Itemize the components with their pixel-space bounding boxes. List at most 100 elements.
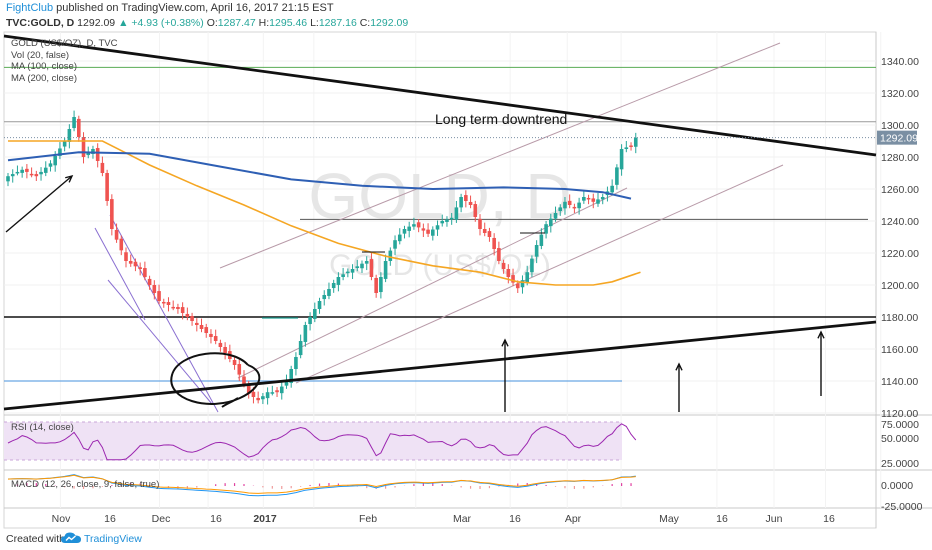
candle-body[interactable] <box>67 129 72 142</box>
candle-body[interactable] <box>171 306 175 309</box>
candle-body[interactable] <box>265 392 270 399</box>
candle-body[interactable] <box>459 197 463 208</box>
candle-body[interactable] <box>412 224 416 227</box>
candle-body[interactable] <box>166 302 171 305</box>
candle-body[interactable] <box>6 176 10 182</box>
candle-body[interactable] <box>364 261 369 264</box>
candle-body[interactable] <box>497 248 501 261</box>
candle-body[interactable] <box>114 229 119 240</box>
candle-body[interactable] <box>426 229 430 234</box>
candle-body[interactable] <box>492 237 496 249</box>
candle-body[interactable] <box>482 229 487 233</box>
candle-body[interactable] <box>558 207 563 212</box>
candle-body[interactable] <box>553 213 558 219</box>
tradingview-brand[interactable]: TradingView <box>84 533 142 545</box>
candle-body[interactable] <box>195 322 199 325</box>
candle-body[interactable] <box>190 316 194 321</box>
candle-body[interactable] <box>520 280 525 288</box>
candle-body[interactable] <box>218 342 223 347</box>
candle-body[interactable] <box>223 347 227 353</box>
candle-body[interactable] <box>402 229 407 234</box>
candle-body[interactable] <box>95 148 100 161</box>
candle-body[interactable] <box>563 201 567 209</box>
candle-body[interactable] <box>610 185 614 193</box>
candle-body[interactable] <box>600 197 605 200</box>
candle-body[interactable] <box>615 167 619 185</box>
candle-body[interactable] <box>511 275 515 283</box>
candle-body[interactable] <box>440 221 445 224</box>
candle-body[interactable] <box>110 199 114 229</box>
candle-body[interactable] <box>445 219 449 222</box>
legend-rsi[interactable]: RSI (14, close) <box>11 422 74 433</box>
candle-body[interactable] <box>294 357 298 369</box>
candle-body[interactable] <box>369 259 374 277</box>
legend-ma100[interactable]: MA (100, close) <box>11 61 77 72</box>
candle-body[interactable] <box>298 341 303 356</box>
candle-body[interactable] <box>572 206 577 209</box>
candle-body[interactable] <box>624 147 629 149</box>
candle-body[interactable] <box>124 252 128 261</box>
candle-body[interactable] <box>34 174 39 177</box>
candle-body[interactable] <box>421 228 426 231</box>
candle-body[interactable] <box>577 202 581 209</box>
candle-body[interactable] <box>157 291 161 301</box>
candle-body[interactable] <box>209 333 213 337</box>
candle-body[interactable] <box>251 391 256 397</box>
candle-body[interactable] <box>62 141 67 147</box>
candle-body[interactable] <box>530 258 534 273</box>
candle-body[interactable] <box>161 301 166 304</box>
candle-body[interactable] <box>128 261 133 264</box>
candle-body[interactable] <box>397 234 402 242</box>
candle-body[interactable] <box>435 225 440 230</box>
candle-body[interactable] <box>303 325 308 342</box>
candle-body[interactable] <box>147 278 152 285</box>
candle-body[interactable] <box>185 313 190 317</box>
legend-vol[interactable]: Vol (20, false) <box>11 49 70 61</box>
candle-body[interactable] <box>308 317 312 325</box>
candle-body[interactable] <box>633 137 638 147</box>
candle-body[interactable] <box>10 174 15 177</box>
candle-body[interactable] <box>567 200 572 205</box>
candle-body[interactable] <box>138 267 142 269</box>
candle-body[interactable] <box>100 162 105 173</box>
candle-body[interactable] <box>180 307 185 313</box>
candle-body[interactable] <box>544 224 548 234</box>
candle-body[interactable] <box>322 295 327 300</box>
candle-body[interactable] <box>582 197 586 201</box>
candle-body[interactable] <box>341 274 345 277</box>
candle-body[interactable] <box>246 384 251 394</box>
candle-body[interactable] <box>284 381 289 386</box>
candle-body[interactable] <box>152 285 157 293</box>
candle-body[interactable] <box>374 277 378 293</box>
candle-body[interactable] <box>242 376 246 385</box>
candle-body[interactable] <box>327 289 331 296</box>
candle-body[interactable] <box>232 359 237 365</box>
candle-body[interactable] <box>539 234 544 246</box>
candle-body[interactable] <box>355 266 360 269</box>
candle-body[interactable] <box>237 364 242 375</box>
candle-body[interactable] <box>336 277 341 285</box>
candle-body[interactable] <box>501 262 506 269</box>
candle-body[interactable] <box>29 173 34 176</box>
candle-body[interactable] <box>473 204 478 217</box>
candle-body[interactable] <box>48 163 53 167</box>
legend-ma200[interactable]: MA (200, close) <box>11 72 77 84</box>
candle-body[interactable] <box>591 198 596 202</box>
candle-body[interactable] <box>388 250 393 261</box>
candle-body[interactable] <box>416 222 421 228</box>
candle-body[interactable] <box>534 245 539 257</box>
candle-body[interactable] <box>81 137 86 157</box>
candle-body[interactable] <box>25 168 29 172</box>
candle-body[interactable] <box>431 229 435 236</box>
candle-body[interactable] <box>20 169 24 173</box>
candle-body[interactable] <box>204 327 209 333</box>
candle-body[interactable] <box>619 149 624 170</box>
legend-title[interactable]: GOLD (US$/OZ), D, TVC <box>11 38 118 49</box>
candle-body[interactable] <box>454 207 459 220</box>
candle-body[interactable] <box>407 226 411 231</box>
candle-body[interactable] <box>629 145 633 147</box>
candle-body[interactable] <box>199 325 204 329</box>
candle-body[interactable] <box>77 118 81 137</box>
author-name[interactable]: FightClub <box>6 2 54 14</box>
